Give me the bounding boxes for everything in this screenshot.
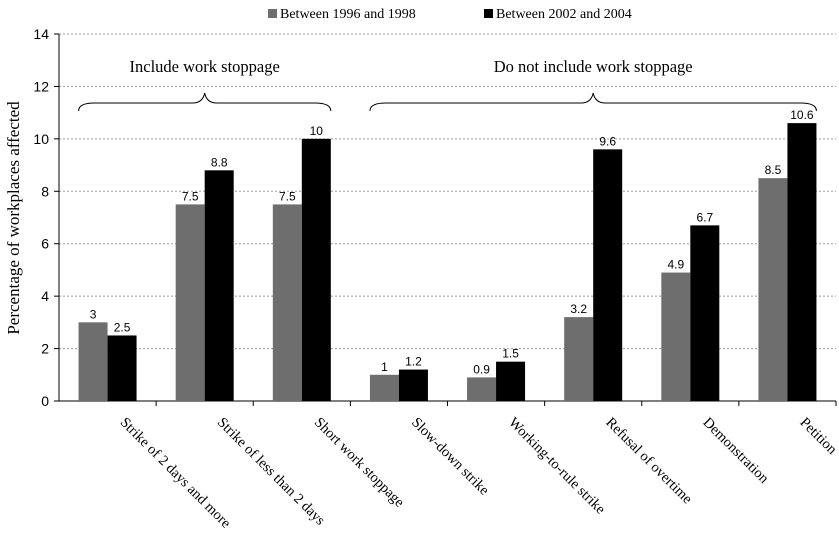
y-tick-labels: 0 2 4 6 8 10 12 14 — [33, 26, 49, 409]
data-label: 3.2 — [570, 302, 587, 316]
annotation-bracket — [78, 92, 332, 112]
annotations: Include work stoppage Do not include work… — [78, 57, 817, 112]
data-label: 2.5 — [114, 320, 131, 334]
bar — [496, 361, 526, 401]
x-tick-label: Working-to-rule strike — [505, 415, 608, 518]
bar — [272, 204, 302, 401]
annotation-label: Include work stoppage — [130, 57, 280, 76]
data-label: 10.6 — [790, 108, 814, 122]
bar — [467, 377, 497, 401]
legend: Between 1996 and 1998 Between 2002 and 20… — [268, 7, 632, 22]
y-tick-label: 12 — [33, 78, 49, 94]
bar — [661, 272, 691, 401]
x-tick-label: Strike of less than 2 days — [214, 415, 328, 529]
bar — [107, 335, 137, 401]
legend-label: Between 1996 and 1998 — [280, 7, 416, 22]
x-tick-label: Refusal of overtime — [602, 415, 695, 508]
bars — [78, 123, 817, 401]
legend-label: Between 2002 and 2004 — [496, 7, 632, 22]
bar — [593, 149, 623, 401]
data-label: 1.5 — [502, 347, 519, 361]
data-label: 8.8 — [211, 155, 228, 169]
annotation-label: Do not include work stoppage — [494, 57, 693, 76]
y-axis-title: Percentage of workplaces affected — [4, 101, 23, 335]
bar — [301, 138, 331, 401]
data-label: 1.2 — [405, 355, 422, 369]
data-label: 7.5 — [182, 189, 199, 203]
data-label: 7.5 — [279, 189, 296, 203]
bar — [398, 369, 428, 401]
legend-swatch — [484, 9, 493, 18]
bar — [758, 178, 788, 401]
x-tick-label: Short work stoppage — [311, 415, 407, 511]
data-label: 10 — [310, 124, 324, 138]
bar — [369, 374, 399, 401]
bar — [78, 322, 108, 401]
data-label: 4.9 — [667, 258, 684, 272]
y-tick-label: 2 — [41, 341, 49, 357]
data-label: 6.7 — [696, 210, 713, 224]
y-tick-label: 10 — [33, 131, 49, 147]
bar — [564, 317, 594, 401]
data-label: 9.6 — [599, 134, 616, 148]
bar — [690, 225, 720, 401]
data-label: 1 — [381, 360, 388, 374]
x-tick-label: Strike of 2 days and more — [117, 415, 234, 532]
data-label: 0.9 — [473, 362, 490, 376]
x-tick-label: Demonstration — [699, 415, 772, 488]
data-labels: 3 2.5 7.5 8.8 7.5 10 1 1.2 0.9 1.5 3.2 9.6 4.9 6.7 8.5… — [90, 108, 814, 376]
bar — [175, 204, 205, 401]
y-tick-label: 4 — [41, 288, 49, 304]
x-tick-label: Petition — [797, 415, 839, 459]
y-tick-label: 8 — [41, 183, 49, 199]
annotation-bracket — [369, 92, 817, 112]
data-label: 3 — [90, 307, 97, 321]
bar — [787, 123, 817, 401]
data-label: 8.5 — [765, 163, 782, 177]
y-tick-label: 6 — [41, 236, 49, 252]
gridlines — [59, 33, 836, 350]
bar — [204, 170, 234, 401]
y-tick-label: 0 — [41, 393, 49, 409]
x-tick-label: Slow-down strike — [408, 415, 492, 499]
y-tick-label: 14 — [33, 26, 49, 42]
legend-swatch — [268, 9, 277, 18]
